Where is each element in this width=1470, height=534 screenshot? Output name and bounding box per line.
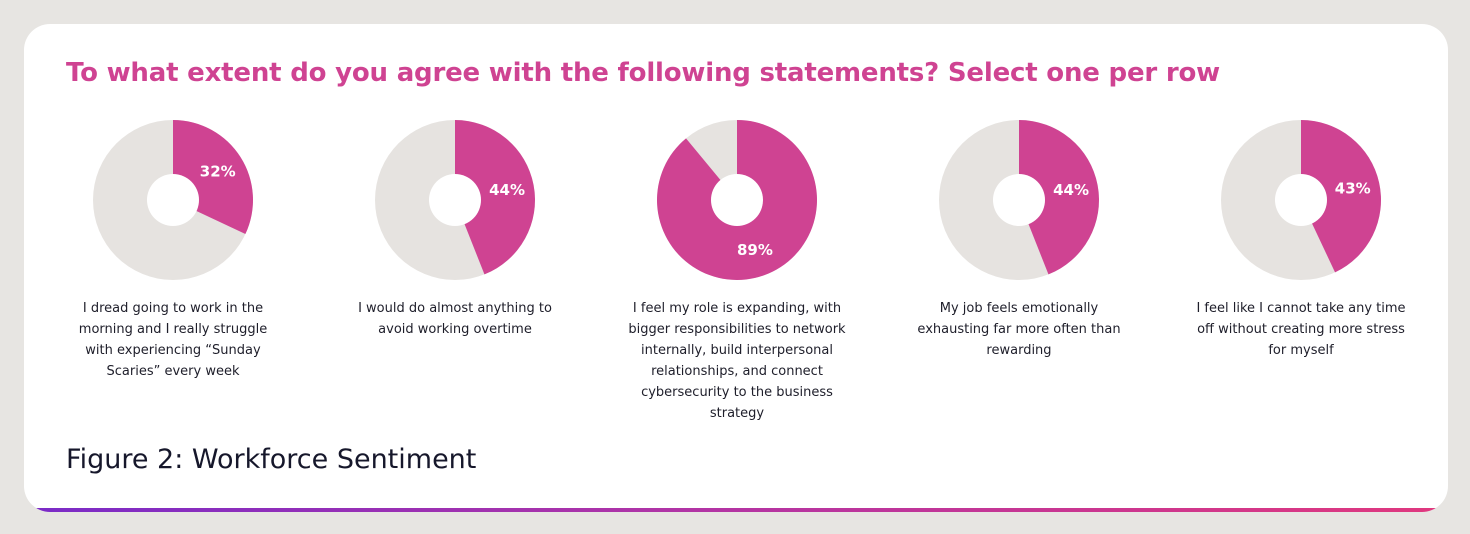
percent-label: 43% [1335,179,1371,197]
donut-hole [1275,174,1327,226]
agree-slice [1019,120,1099,275]
agree-slice [455,120,535,275]
figure-caption: Figure 2: Workforce Sentiment [66,444,477,475]
donut-chart: 89% I feel my role is expanding, with big… [617,118,857,424]
statement-label: I dread going to work in the morning and… [78,301,268,379]
donut-hole [711,174,763,226]
percent-label: 44% [489,181,525,199]
percent-label: 89% [737,241,773,259]
figure-card: To what extent do you agree with the fol… [24,24,1448,512]
statement-label: My job feels emotionally exhausting far … [917,301,1121,358]
donut-svg: 44% [939,120,1099,280]
statement-label: I feel like I cannot take any time off w… [1196,301,1406,358]
donut-svg: 44% [375,120,535,280]
donut-svg: 89% [657,120,818,280]
donut-chart: 43% I feel like I cannot take any time of… [1181,118,1421,361]
donut-hole [147,174,199,226]
percent-label: 32% [200,163,236,181]
donut-chart: 32% I dread going to work in the morning … [53,118,293,382]
donut-svg: 43% [1221,120,1382,280]
donut-hole [429,174,481,226]
gradient-accent-bar [24,508,1448,512]
donut-charts-row: 32% I dread going to work in the morning … [24,24,1448,444]
donut-chart: 44% I would do almost anything to avoid w… [335,118,575,340]
donut-hole [993,174,1045,226]
agree-slice [1301,120,1382,273]
statement-label: I would do almost anything to avoid work… [358,301,552,337]
chart-title: To what extent do you agree with the fol… [66,58,1220,88]
donut-svg: 32% [93,120,254,280]
donut-chart: 44% My job feels emotionally exhausting f… [899,118,1139,361]
statement-label: I feel my role is expanding, with bigger… [628,301,846,421]
percent-label: 44% [1053,181,1089,199]
